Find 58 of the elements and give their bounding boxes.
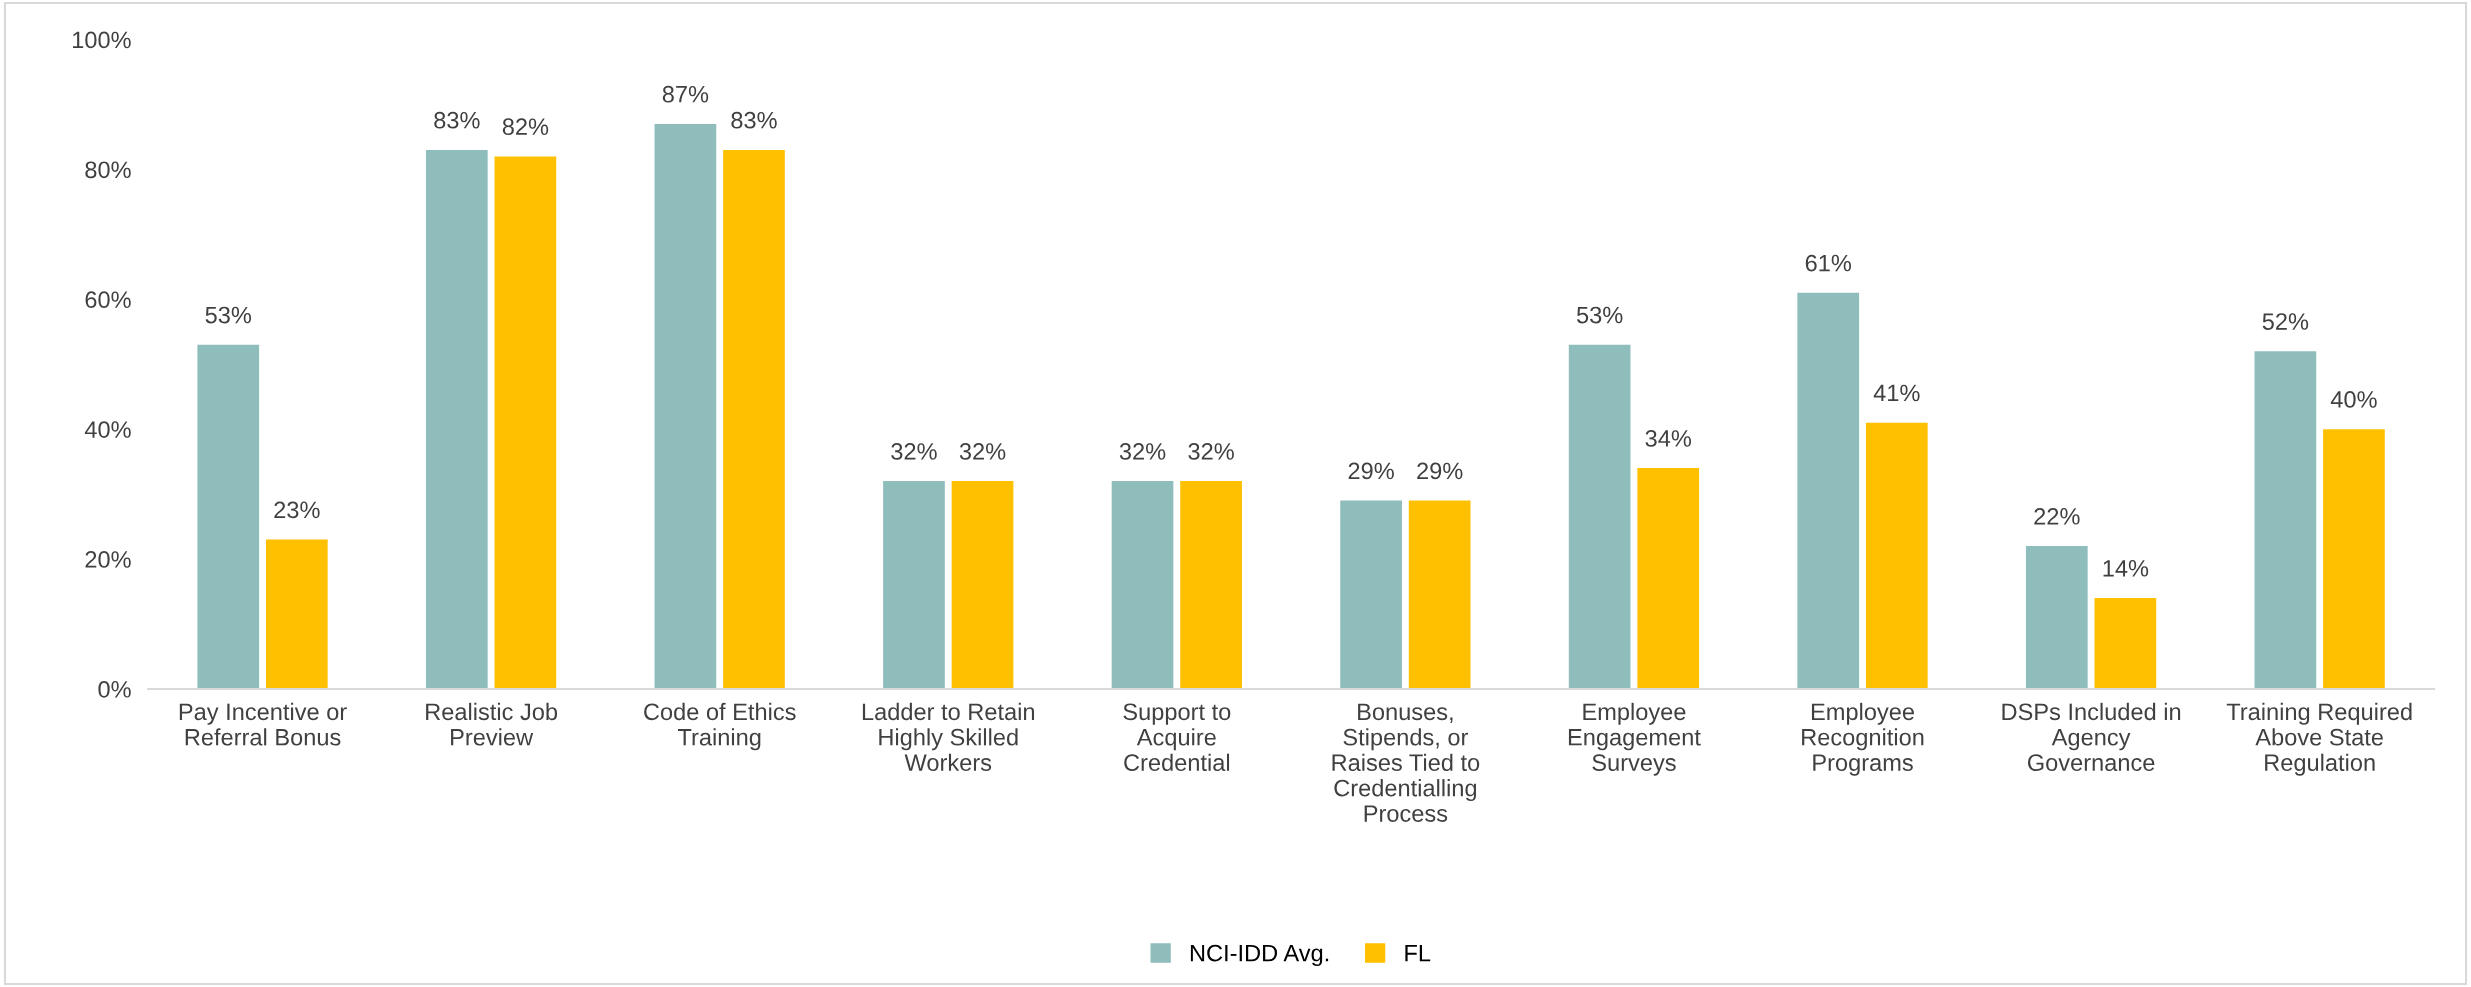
data-label: 14% xyxy=(2103,560,2149,577)
bar xyxy=(1111,481,1174,689)
bar xyxy=(1865,422,1928,689)
legend-label: NCI-IDD Avg. xyxy=(1190,944,1329,967)
y-tick-label: 100% xyxy=(73,31,131,49)
y-tick-label: 0% xyxy=(98,680,131,698)
data-label: 22% xyxy=(2034,507,2080,525)
bar xyxy=(2094,598,2157,689)
data-label: 32% xyxy=(891,443,937,460)
data-label: 41% xyxy=(1873,384,1920,402)
data-label: 83% xyxy=(731,111,777,129)
data-label: 32% xyxy=(1188,443,1234,460)
y-tick-label: 40% xyxy=(84,421,131,438)
bar xyxy=(425,149,488,689)
bar xyxy=(883,481,945,689)
bar xyxy=(494,156,557,689)
x-tick-label: Realistic Job Preview xyxy=(426,702,558,746)
x-tick-label: Employee Engagement Surveys xyxy=(1568,702,1701,776)
x-tick-label: Employee Recognition Programs xyxy=(1802,702,1924,776)
data-label: 87% xyxy=(662,85,709,103)
y-tick-label: 20% xyxy=(85,551,131,568)
bar xyxy=(2323,429,2385,689)
bar xyxy=(654,123,717,689)
x-tick-label: Pay Incentive or Referral Bonus xyxy=(179,702,347,746)
bar xyxy=(1568,344,1631,689)
bar xyxy=(1180,481,1242,689)
bar xyxy=(1637,468,1700,689)
bar xyxy=(951,481,1014,689)
bar xyxy=(2254,351,2317,689)
data-label: 34% xyxy=(1645,430,1692,447)
x-tick-label: Training Required Above State Regulation xyxy=(2226,702,2412,776)
data-label: 52% xyxy=(2262,313,2309,330)
data-label: 40% xyxy=(2330,391,2377,408)
x-tick-label: Bonuses, Stipends, or Raises Tied to Credentialling Process xyxy=(1332,703,1480,822)
bar xyxy=(197,344,260,689)
y-tick-label: 60% xyxy=(85,291,131,309)
bar xyxy=(723,149,785,689)
x-tick-label: Ladder to Retain Highly Skilled Workers xyxy=(862,702,1035,772)
bar xyxy=(265,539,328,689)
data-label: 82% xyxy=(502,118,549,136)
x-tick-label: Code of Ethics Training xyxy=(644,702,796,751)
data-label: 53% xyxy=(205,306,252,324)
bar xyxy=(2025,546,2088,689)
data-label: 29% xyxy=(1348,462,1394,480)
x-tick-label: DSPs Included in Agency Governance xyxy=(2002,702,2181,772)
bar xyxy=(1340,500,1402,689)
data-label: 53% xyxy=(1576,306,1623,324)
data-label: 61% xyxy=(1805,254,1852,272)
data-label: 32% xyxy=(959,443,1006,460)
x-tick-label: Support to Acquire Credential xyxy=(1123,703,1231,772)
data-label: 83% xyxy=(434,111,480,129)
y-tick-label: 80% xyxy=(85,161,131,179)
bar xyxy=(1797,292,1860,689)
data-label: 23% xyxy=(274,501,320,519)
bar xyxy=(1408,500,1471,689)
legend-label: FL xyxy=(1405,944,1431,962)
data-label: 32% xyxy=(1119,443,1166,460)
data-label: 29% xyxy=(1417,462,1463,480)
